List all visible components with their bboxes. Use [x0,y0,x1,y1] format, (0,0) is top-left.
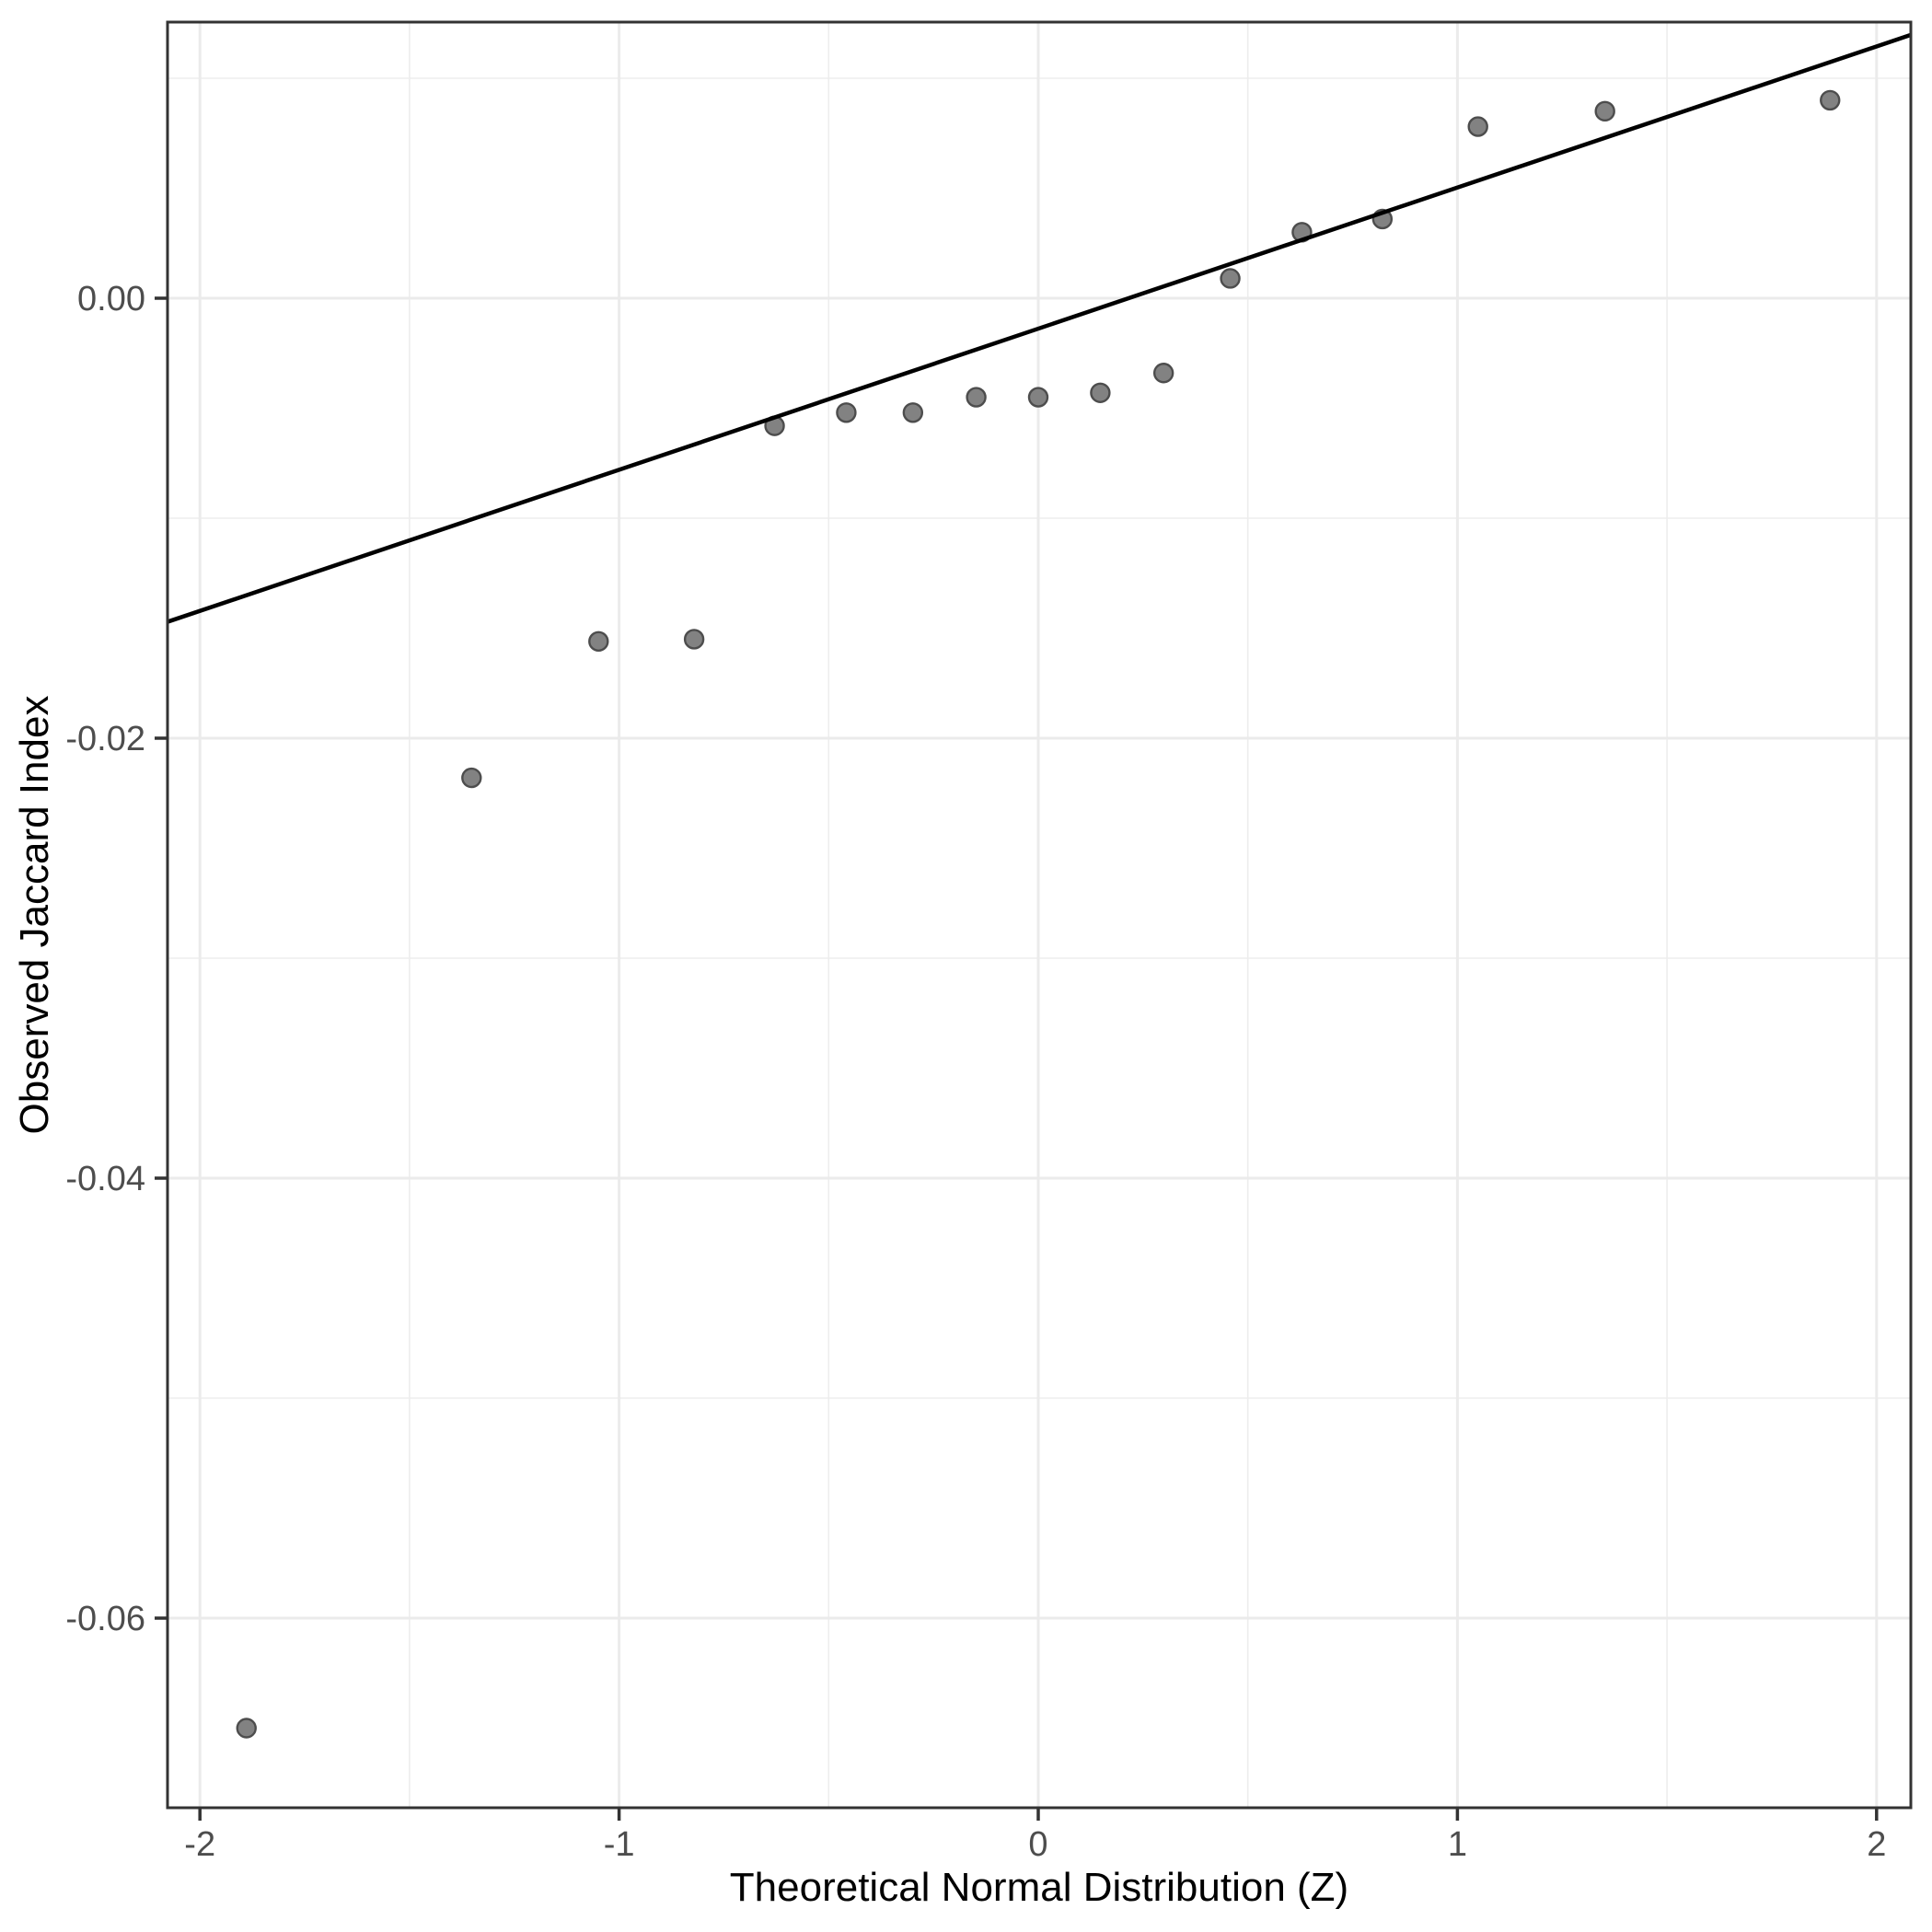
gridlines-major [168,22,1911,1808]
y-tick-label: -0.02 [65,720,145,758]
data-point [836,402,857,423]
x-axis-title: Theoretical Normal Distribution (Z) [730,1865,1348,1910]
x-tick-label: 2 [1867,1825,1886,1864]
data-point [461,767,482,789]
data-point [1820,89,1841,111]
x-tick-label: 0 [1028,1825,1047,1864]
data-point [1152,363,1174,384]
y-axis-title: Observed Jaccard Index [12,696,57,1135]
y-tick-label: 0.00 [77,280,145,318]
data-point [966,387,987,408]
data-point [1594,100,1615,122]
y-tick-label: -0.06 [65,1600,145,1638]
data-point [236,1718,257,1739]
data-point [902,402,924,423]
data-point [1220,268,1241,289]
panel-border [166,20,1913,1810]
y-tick-labels: 0.00 -0.02 -0.04 -0.06 [65,280,145,1638]
x-tick-label: -1 [604,1825,635,1864]
data-point [1027,387,1049,408]
reference-line [167,32,1912,624]
x-tick-labels: -2 -1 0 1 2 [184,1825,1886,1864]
axis-ticks [155,296,1879,1821]
data-points [236,89,1841,1739]
data-point [1467,116,1488,137]
x-tick-label: -2 [184,1825,215,1864]
data-point [1090,382,1111,403]
x-tick-label: 1 [1448,1825,1467,1864]
y-tick-label: -0.04 [65,1160,145,1198]
data-point [683,629,705,650]
data-point [588,631,609,653]
